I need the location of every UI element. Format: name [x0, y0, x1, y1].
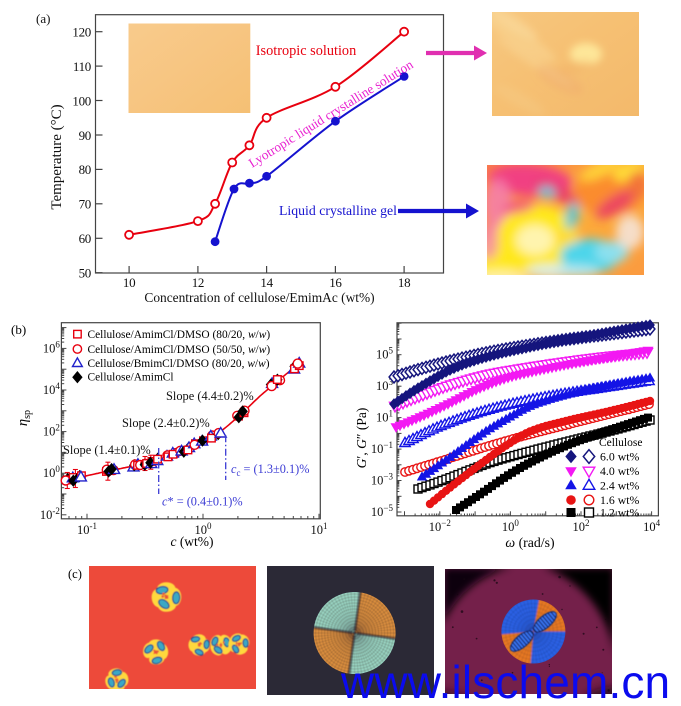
svg-text:2.4 wt%: 2.4 wt% — [600, 479, 639, 493]
svg-text:120: 120 — [72, 25, 91, 40]
svg-text:101: 101 — [376, 409, 393, 425]
svg-text:c (wt%): c (wt%) — [170, 534, 213, 549]
svg-text:Cellulose/BmimCl/DMSO (80/20,: Cellulose/BmimCl/DMSO (80/20, w/w) — [88, 358, 270, 370]
svg-text:Temperature (°C): Temperature (°C) — [49, 104, 65, 209]
svg-text:10-1: 10-1 — [77, 521, 97, 537]
svg-text:10−5: 10−5 — [371, 503, 394, 519]
svg-text:G′, G″ (Pa): G′, G″ (Pa) — [354, 408, 369, 469]
svg-text:12: 12 — [192, 275, 204, 290]
svg-text:ηsp: ηsp — [15, 410, 33, 426]
svg-text:Slope (1.4±0.1)%: Slope (1.4±0.1)% — [63, 443, 151, 457]
svg-text:Slope (4.4±0.2)%: Slope (4.4±0.2)% — [166, 389, 254, 403]
svg-text:18: 18 — [398, 275, 410, 290]
svg-text:Cellulose/AmimCl/DMSO (50/50,: Cellulose/AmimCl/DMSO (50/50, w/w) — [88, 344, 271, 356]
svg-text:10: 10 — [123, 275, 135, 290]
svg-text:10-2: 10-2 — [40, 506, 60, 522]
svg-text:16: 16 — [329, 275, 342, 290]
svg-text:(c): (c) — [68, 567, 82, 581]
svg-text:100: 100 — [502, 518, 520, 534]
svg-text:1.2 wt%: 1.2 wt% — [600, 506, 639, 520]
svg-text:10−2: 10−2 — [429, 518, 451, 534]
svg-text:70: 70 — [79, 197, 91, 212]
svg-text:110: 110 — [73, 59, 91, 74]
svg-text:80: 80 — [79, 162, 91, 177]
svg-text:101: 101 — [311, 521, 328, 537]
svg-text:50: 50 — [79, 266, 91, 281]
svg-text:cc = (1.3±0.1)%: cc = (1.3±0.1)% — [231, 462, 309, 478]
svg-text:60: 60 — [79, 231, 91, 246]
svg-text:100: 100 — [43, 464, 61, 480]
svg-text:c* = (0.4±0.1)%: c* = (0.4±0.1)% — [162, 495, 243, 509]
svg-text:10−1: 10−1 — [371, 440, 393, 456]
svg-text:Cellulose: Cellulose — [599, 437, 642, 449]
svg-text:Concentration of cellulose/Emi: Concentration of cellulose/EmimAc (wt%) — [144, 290, 374, 305]
svg-text:ω (rad/s): ω (rad/s) — [505, 535, 554, 551]
svg-text:102: 102 — [573, 518, 590, 534]
svg-text:(b): (b) — [11, 322, 26, 337]
svg-text:104: 104 — [643, 518, 661, 534]
svg-text:106: 106 — [43, 339, 61, 355]
svg-text:4.0 wt%: 4.0 wt% — [600, 464, 639, 478]
svg-text:Cellulose/AmimCl/DMSO (80/20,: Cellulose/AmimCl/DMSO (80/20, w/w) — [88, 329, 271, 341]
svg-text:14: 14 — [260, 275, 273, 290]
svg-text:90: 90 — [79, 128, 91, 143]
svg-text:Slope (2.4±0.2)%: Slope (2.4±0.2)% — [122, 416, 210, 430]
svg-text:6.0 wt%: 6.0 wt% — [600, 450, 639, 464]
svg-text:(a): (a) — [36, 11, 50, 26]
svg-text:1.6 wt%: 1.6 wt% — [600, 493, 639, 507]
svg-text:Isotropic solution: Isotropic solution — [256, 43, 356, 59]
svg-text:Cellulose/AmimCl: Cellulose/AmimCl — [88, 372, 174, 384]
svg-text:105: 105 — [376, 346, 394, 362]
svg-text:104: 104 — [43, 381, 61, 397]
svg-text:10−3: 10−3 — [371, 472, 394, 488]
svg-text:Liquid crystalline gel: Liquid crystalline gel — [279, 203, 397, 218]
svg-text:Lyotropic liquid crystalline s: Lyotropic liquid crystalline solution — [246, 56, 416, 170]
svg-text:100: 100 — [72, 93, 91, 108]
svg-text:102: 102 — [43, 423, 60, 439]
